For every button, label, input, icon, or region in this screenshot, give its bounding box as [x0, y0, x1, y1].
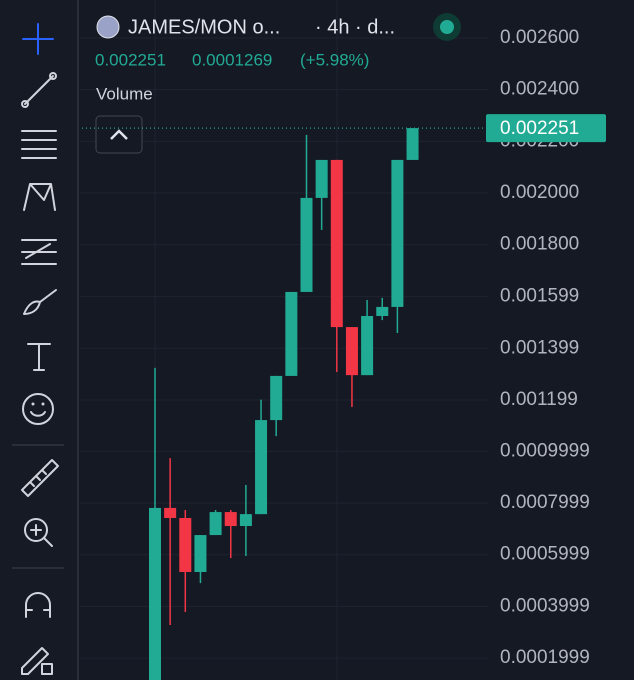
grid	[80, 37, 488, 659]
candle-body	[376, 306, 389, 316]
chevron	[110, 129, 128, 140]
y-tick-label: 0.0005999	[500, 544, 590, 565]
y-tick-label: 0.001800	[500, 234, 579, 255]
fib-tool[interactable]	[21, 130, 57, 159]
candle-body	[300, 197, 313, 292]
pattern-tool[interactable]	[23, 183, 56, 211]
candles	[149, 128, 419, 680]
candle-body	[209, 512, 222, 536]
y-tick-label: 0.0001999	[500, 647, 590, 668]
interval[interactable]: · 4h · d...	[315, 16, 395, 38]
candle-body	[391, 159, 404, 307]
y-tick-label: 0.001399	[500, 337, 579, 358]
forecast-tool[interactable]	[21, 239, 57, 265]
candle-body	[255, 420, 268, 515]
y-tick-label: 0.0007999	[500, 492, 590, 513]
status-dot	[440, 20, 454, 34]
candle-body	[406, 128, 419, 160]
candle-body	[315, 159, 328, 198]
ruler-tool[interactable]	[21, 459, 59, 497]
candle-body	[224, 512, 237, 527]
price-line-group: 0.002251	[82, 114, 606, 143]
brush-tool[interactable]	[23, 289, 57, 315]
emoji-tool[interactable]	[22, 393, 54, 425]
candle-body	[149, 507, 161, 680]
candle-body	[239, 514, 252, 527]
y-tick-label: 0.001599	[500, 286, 579, 307]
candle-body	[345, 327, 358, 376]
candle-body	[361, 315, 374, 376]
y-tick-label: 0.0003999	[500, 595, 590, 616]
candle-body	[164, 507, 177, 519]
text-tool[interactable]	[27, 343, 51, 371]
candle-body	[330, 159, 343, 328]
last-price: 0.002251	[95, 50, 166, 69]
price-axis: 0.0026000.0024000.0022000.0020000.001800…	[500, 27, 590, 668]
candle-body	[194, 535, 207, 573]
candle-body	[285, 291, 298, 376]
magnet-tool[interactable]	[25, 592, 51, 618]
button-frame	[95, 115, 143, 154]
y-tick-label: 0.002400	[500, 79, 579, 100]
change: 0.0001269	[192, 50, 272, 69]
candle-body	[270, 375, 283, 421]
y-tick-label: 0.002000	[500, 182, 579, 203]
symbol[interactable]: JAMES/MON o...	[128, 16, 280, 38]
collapse-button[interactable]	[95, 115, 143, 154]
lock-tool[interactable]	[21, 647, 53, 675]
change-percent: (+5.98%)	[300, 50, 369, 69]
y-tick-label: 0.0009999	[500, 440, 590, 461]
toolbar	[0, 0, 77, 680]
candle-body	[179, 518, 192, 573]
last-price-axis-label: 0.002251	[500, 118, 579, 139]
trendline-tool[interactable]	[21, 72, 57, 108]
y-tick-label: 0.001199	[500, 389, 578, 410]
symbol-avatar	[96, 15, 120, 39]
crosshair-tool[interactable]	[22, 23, 54, 55]
zoom-tool[interactable]	[24, 518, 53, 547]
y-tick-label: 0.002600	[500, 27, 579, 48]
indicator-label: Volume	[96, 84, 153, 103]
last-price-badge	[486, 114, 606, 143]
